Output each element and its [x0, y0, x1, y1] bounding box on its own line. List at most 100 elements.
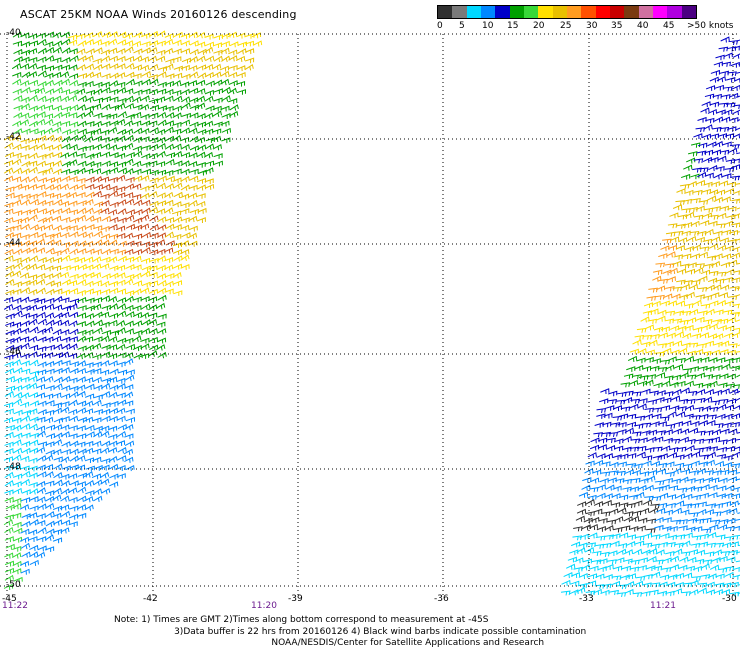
wind-barb: [124, 290, 135, 296]
wind-barb: [620, 574, 630, 581]
time-label: 11:20: [251, 601, 277, 611]
wind-barb: [61, 254, 71, 262]
wind-barb: [157, 81, 167, 88]
wind-barb: [44, 303, 55, 310]
wind-barb: [91, 168, 102, 175]
wind-barb: [188, 161, 198, 168]
wind-barb: [228, 55, 238, 62]
wind-barb: [165, 73, 175, 80]
wind-barb: [77, 160, 87, 167]
wind-barb: [124, 95, 134, 103]
wind-barb: [697, 582, 708, 588]
wind-barb: [20, 392, 30, 399]
wind-barb: [35, 225, 46, 232]
wind-barb: [132, 296, 142, 303]
wind-barb: [92, 161, 102, 168]
wind-barb: [85, 424, 95, 431]
wind-barb: [667, 300, 677, 307]
wind-barb: [108, 190, 119, 197]
wind-barb: [11, 232, 22, 239]
wind-barb: [93, 63, 103, 71]
wind-barb: [5, 424, 15, 431]
wind-barb: [28, 318, 38, 326]
legend-swatch: [595, 6, 610, 18]
wind-barb: [92, 488, 103, 495]
wind-barb: [666, 332, 676, 339]
wind-barb: [706, 419, 716, 426]
wind-barb: [69, 328, 79, 336]
wind-barb: [596, 453, 606, 460]
wind-barb: [101, 440, 111, 447]
wind-barb: [52, 257, 63, 264]
wind-barb: [641, 388, 651, 395]
wind-barb: [52, 160, 63, 167]
wind-barb: [52, 402, 62, 409]
wind-barb: [665, 285, 675, 292]
wind-barb: [125, 209, 135, 216]
wind-barb: [148, 206, 159, 214]
wind-barb: [20, 327, 30, 334]
wind-barb: [712, 318, 722, 325]
wind-barb: [12, 199, 22, 206]
wind-barb: [52, 537, 63, 544]
wind-barb: [666, 542, 676, 548]
wind-barb: [101, 31, 112, 38]
wind-barb: [20, 256, 31, 263]
wind-barb: [52, 177, 62, 184]
wind-barb: [60, 78, 70, 86]
wind-barb: [68, 175, 78, 182]
wind-barb: [100, 382, 111, 390]
wind-barb: [662, 397, 672, 404]
wind-barb: [5, 338, 15, 344]
wind-barb: [692, 326, 703, 333]
wind-barb: [12, 536, 23, 543]
wind-barb: [213, 88, 223, 95]
wind-barb: [76, 352, 86, 360]
wind-barb: [736, 262, 740, 265]
wind-barb: [101, 96, 111, 103]
wind-barb: [638, 398, 648, 404]
wind-barb: [101, 273, 111, 280]
wind-barb: [165, 158, 175, 166]
wind-barb: [133, 217, 143, 224]
wind-barb: [610, 422, 621, 428]
wind-barb: [52, 328, 62, 336]
wind-barb: [156, 264, 166, 272]
wind-barb: [157, 313, 167, 320]
wind-barb: [172, 143, 182, 150]
wind-barb: [697, 501, 707, 507]
wind-barb: [576, 547, 586, 554]
wind-barb: [726, 398, 737, 405]
wind-barb: [697, 287, 708, 293]
wind-barb: [125, 113, 135, 120]
wind-barb: [700, 484, 710, 491]
wind-barb: [709, 76, 719, 83]
wind-barb: [655, 285, 666, 292]
wind-barb: [19, 272, 30, 279]
wind-barb: [689, 580, 699, 586]
wind-barb: [108, 239, 118, 246]
wind-barb: [37, 455, 47, 462]
wind-barb: [721, 196, 731, 203]
wind-barb: [12, 134, 22, 142]
wind-barb: [60, 241, 71, 248]
wind-barb: [21, 447, 31, 455]
wind-barb: [682, 463, 693, 469]
wind-barb: [12, 31, 23, 38]
wind-barb: [53, 352, 63, 359]
wind-barb: [612, 405, 623, 412]
wind-barb: [77, 495, 87, 502]
wind-barb: [197, 72, 207, 79]
wind-barb: [635, 575, 646, 582]
wind-barb: [703, 181, 713, 188]
wind-barb: [12, 120, 22, 127]
wind-barb: [68, 112, 78, 119]
wind-barb: [687, 556, 697, 563]
wind-barb: [12, 521, 22, 528]
wind-barb: [735, 438, 740, 441]
wind-barb: [149, 257, 159, 264]
wind-barb: [43, 216, 54, 223]
wind-barb: [84, 63, 95, 70]
wind-barb: [612, 565, 623, 572]
wind-barb: [196, 217, 206, 224]
